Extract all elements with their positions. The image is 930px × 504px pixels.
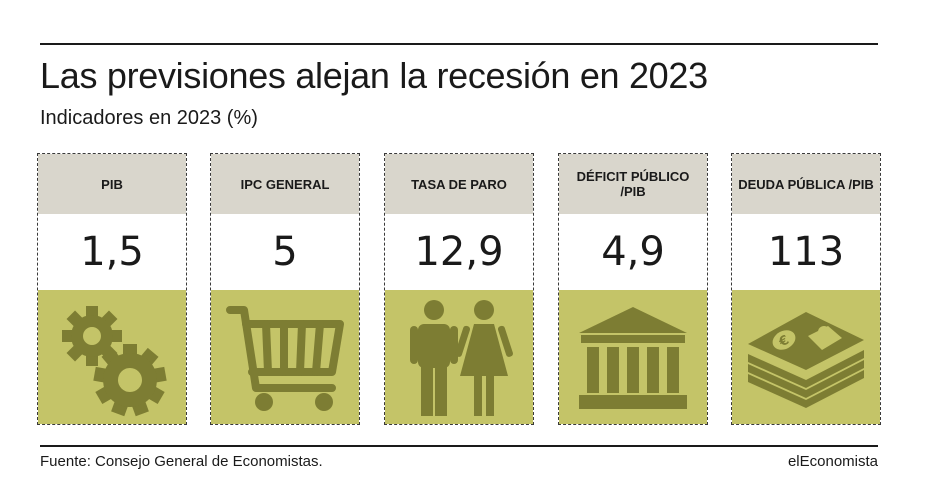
- bottom-rule: [40, 445, 878, 447]
- card-icon-box: [211, 290, 359, 424]
- page-title: Las previsiones alejan la recesión en 20…: [40, 55, 708, 96]
- card-icon-box: [559, 290, 707, 424]
- people-icon: [410, 300, 513, 416]
- card-label: DEUDA PÚBLICA /PIB: [732, 154, 880, 214]
- card-pib: PIB 1,5: [37, 153, 187, 425]
- card-value: 5: [272, 229, 298, 275]
- page-subtitle: Indicadores en 2023 (%): [40, 107, 258, 129]
- card-label: PIB: [38, 154, 186, 214]
- card-label: DÉFICIT PÚBLICO /PIB: [559, 154, 707, 214]
- card-deficit-publico: DÉFICIT PÚBLICO /PIB 4,9: [558, 153, 708, 425]
- card-tasa-de-paro: TASA DE PARO 12,9: [384, 153, 534, 425]
- card-icon-box: [38, 290, 186, 424]
- card-icon-box: [385, 290, 533, 424]
- brand-name: elEconomista: [787, 453, 878, 470]
- card-label: IPC GENERAL: [211, 154, 359, 214]
- card-label: TASA DE PARO: [385, 154, 533, 214]
- shopping-cart-icon: [226, 306, 344, 411]
- card-value: 1,5: [80, 229, 144, 275]
- card-icon-box: €: [732, 290, 880, 424]
- indicator-cards: PIB 1,5: [37, 153, 881, 427]
- card-deuda-publica: DEUDA PÚBLICA /PIB 113 €: [731, 153, 881, 425]
- gears-icon: [62, 306, 167, 417]
- card-ipc-general: IPC GENERAL 5: [210, 153, 360, 425]
- card-value: 113: [767, 229, 845, 275]
- card-value: 4,9: [601, 229, 665, 275]
- source-note: Fuente: Consejo General de Economistas.: [40, 453, 323, 470]
- card-value: 12,9: [414, 229, 504, 275]
- bank-building-icon: [579, 307, 687, 409]
- top-rule: [40, 43, 878, 45]
- money-stack-icon: €: [748, 312, 864, 408]
